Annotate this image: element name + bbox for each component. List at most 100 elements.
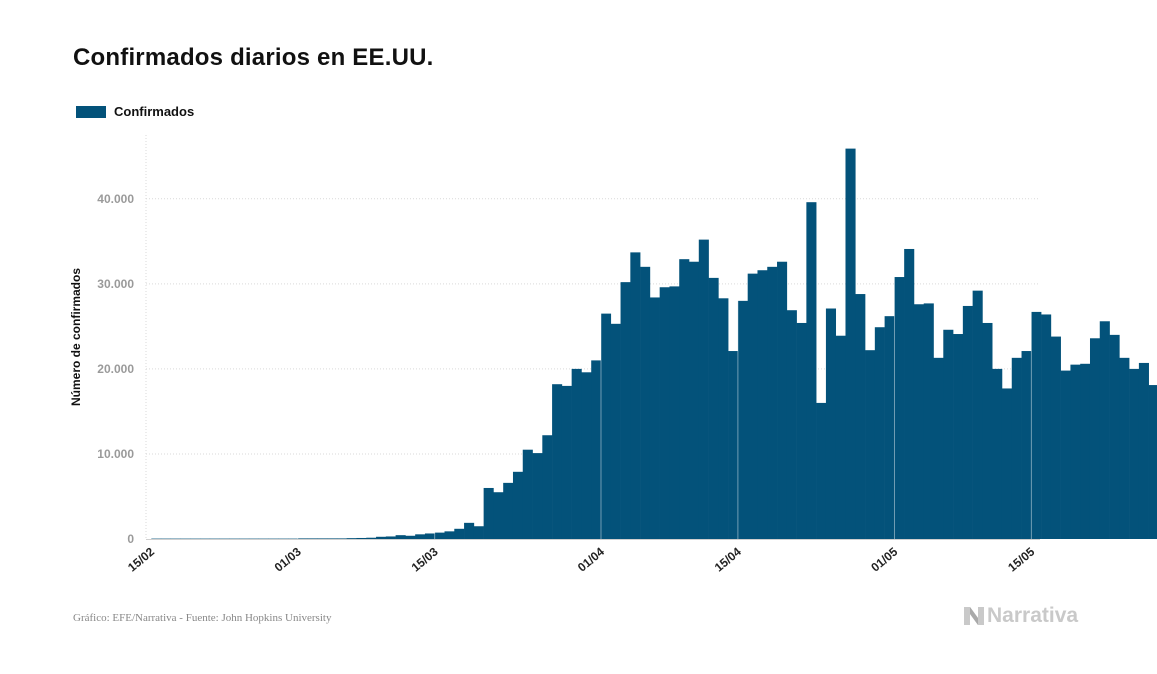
legend-swatch [76,105,106,118]
bar [415,534,426,539]
bar [542,435,553,539]
y-tick-label: 0 [127,532,134,546]
bar [395,535,406,539]
bar [640,266,651,539]
bar [620,282,631,539]
bar [1148,385,1157,539]
x-tick: 15/03 [409,544,441,574]
bar [1031,311,1042,539]
bar [757,270,768,539]
x-tick: 15/05 [1005,544,1037,574]
bar [806,202,817,539]
x-tick-label: 15/05 [1005,544,1037,574]
bar [1089,338,1101,539]
bar [327,538,338,539]
x-tick: 01/05 [868,544,900,574]
bar [336,538,348,539]
x-tick: 01/03 [272,544,304,574]
bar [297,538,308,539]
bar [737,300,748,539]
bar [1011,357,1022,539]
bar [884,316,895,539]
bar [747,273,758,539]
source-footer: Gráfico: EFE/Narrativa - Fuente: John Ho… [73,612,332,624]
y-tick-label: 20.000 [97,362,134,376]
bar [356,537,367,539]
x-tick: 01/04 [575,544,607,574]
bar [767,266,778,539]
bar [1070,364,1081,539]
bar [1129,368,1140,539]
bar [649,297,660,539]
bar [659,287,670,539]
x-tick-label: 01/03 [272,544,304,574]
bar [405,535,416,539]
bar [610,323,621,539]
bar [1050,336,1061,539]
bar [444,531,455,539]
bar-series [151,148,1157,540]
bar [913,304,925,539]
bar [845,148,856,540]
legend-label: Confirmados [114,104,195,119]
bar [503,482,514,539]
bar [855,294,866,539]
bar [561,385,572,539]
bar [825,308,837,539]
bar [786,310,797,539]
bar [689,261,700,539]
bar [522,449,533,539]
bar [874,327,885,539]
x-axis-ticks: 15/0201/0315/0301/0415/0401/0515/0501/06… [125,544,1037,574]
bar [962,305,973,539]
brand-logo: Narrativa [963,604,1078,628]
bar [718,298,729,539]
bar [972,290,983,539]
chart-legend: Confirmados [76,104,194,119]
narrativa-n-icon [964,607,984,625]
bar [982,322,993,539]
bar [552,384,563,539]
bar [923,303,934,539]
bar [953,334,964,539]
bar [1001,388,1013,539]
x-tick-label: 01/04 [575,544,607,574]
bar [728,351,739,539]
bar [669,286,680,539]
bar [894,277,905,539]
bar-chart: 0 10.000 20.000 30.000 40.000 15/02 01/03 15/0… [69,135,1157,575]
bar [512,471,524,539]
bar [307,538,318,539]
week-separators [150,135,1032,539]
y-tick-label: 30.000 [97,277,134,291]
bar [933,357,944,539]
bar [591,360,602,539]
bar [366,537,377,539]
x-tick: 15/02 [125,544,157,574]
bar [385,536,396,539]
bar [1060,370,1071,539]
bar [532,453,543,539]
y-tick-label: 40.000 [97,192,134,206]
bar [346,538,357,539]
bar [777,261,788,539]
bar [473,526,484,539]
y-axis-ticks: 0 10.000 20.000 30.000 40.000 [97,192,134,546]
bar [1119,357,1130,539]
bar [1080,363,1091,539]
y-axis-label: Número de confirmados [69,268,83,406]
bar [571,368,582,539]
bar [434,532,445,539]
bar [1138,362,1149,539]
bar [483,487,494,539]
bar [835,335,846,539]
x-tick-label: 15/02 [125,544,157,574]
bar [376,536,387,539]
bar [1109,334,1120,539]
bar [1041,314,1052,539]
bar [816,402,827,539]
x-tick: 15/04 [712,544,744,574]
bar [904,248,915,539]
bar [796,322,807,539]
bar [698,239,709,539]
